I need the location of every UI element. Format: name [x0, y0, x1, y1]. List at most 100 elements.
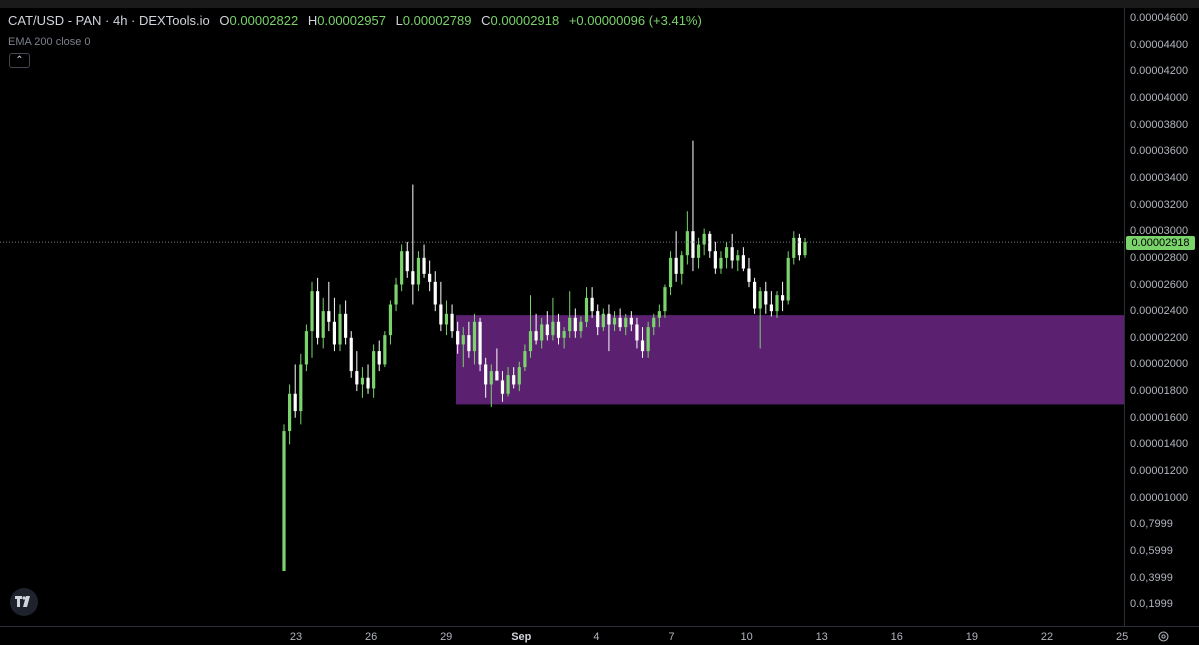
candle: [506, 367, 510, 397]
candle: [568, 291, 572, 338]
candle: [517, 361, 521, 392]
tradingview-logo-icon[interactable]: [10, 588, 38, 616]
price-tick-label: 0.00001600: [1130, 411, 1189, 424]
indicator-ema-label[interactable]: EMA 200 close 0: [8, 36, 91, 48]
candle: [534, 313, 538, 345]
symbol-legend[interactable]: CAT/USD - PAN · 4h · DEXTools.io O 0.0000…: [8, 13, 708, 28]
candle: [640, 327, 645, 358]
price-tick-label: 0.00001200: [1130, 465, 1189, 478]
candle: [702, 228, 706, 256]
candle: [478, 317, 482, 372]
candle: [327, 281, 331, 332]
price-tick-label: 0.0,1999: [1130, 598, 1173, 611]
candle: [696, 237, 701, 269]
time-tick-label: 16: [890, 631, 903, 643]
candle: [400, 244, 404, 292]
gear-icon[interactable]: [1157, 630, 1170, 643]
candle: [332, 297, 337, 352]
price-axis-divider: [1124, 8, 1125, 626]
candle: [388, 300, 393, 345]
price-tick-label: 0.00004000: [1130, 91, 1189, 104]
time-tick-label: Sep: [511, 631, 532, 643]
candle: [394, 277, 398, 312]
close-key: C: [481, 13, 491, 28]
time-tick-label: 4: [593, 631, 600, 643]
top-border: [0, 0, 1199, 8]
candle: [652, 313, 656, 336]
last-price-tag: 0.00002918: [1126, 236, 1195, 250]
time-tick-label: 19: [965, 631, 979, 643]
candle: [797, 233, 801, 261]
candle: [752, 277, 757, 314]
candle: [444, 300, 449, 336]
demand-zone[interactable]: [456, 315, 1124, 405]
candle: [646, 321, 650, 358]
price-tick-label: 0.0,7999: [1130, 518, 1173, 531]
price-tick-label: 0.00003400: [1130, 171, 1189, 184]
candle: [786, 251, 790, 305]
candle: [680, 251, 684, 285]
candle: [495, 348, 499, 381]
candle: [612, 311, 617, 332]
price-tick-label: 0.0,5999: [1130, 545, 1173, 557]
candle: [556, 313, 561, 345]
candle: [562, 327, 566, 349]
candle: [584, 287, 589, 328]
candle: [573, 308, 577, 338]
candle: [624, 313, 628, 336]
candle: [416, 251, 421, 292]
change-value: +0.00000096 (+3.41%): [568, 13, 702, 28]
candle: [618, 308, 622, 332]
candle: [663, 284, 667, 318]
open-key: O: [219, 13, 230, 28]
price-axis[interactable]: 0.00004600 0.00004400 0.00004200 0.00004000…: [1125, 8, 1199, 626]
time-tick-label: 23: [289, 631, 303, 643]
price-tick-label: 0.00004200: [1130, 65, 1189, 78]
candle: [775, 291, 779, 318]
candle: [405, 241, 409, 278]
candle: [489, 364, 493, 408]
candle: [282, 424, 286, 571]
candle: [411, 184, 415, 305]
time-axis[interactable]: 23 26 29 Sep 4 7 10 13 16 19 22 25: [0, 626, 1199, 645]
candle: [360, 367, 365, 398]
price-tick-label: 0.0,3999: [1130, 571, 1173, 584]
price-tick-label: 0.00001400: [1130, 438, 1189, 451]
high-key: H: [307, 13, 318, 28]
candle: [338, 304, 342, 352]
candle: [433, 271, 437, 312]
high-value: 0.00002957: [317, 13, 386, 28]
time-tick-label: 13: [815, 631, 828, 643]
price-chart[interactable]: [0, 8, 1124, 626]
candle: [635, 317, 639, 349]
price-tick-label: 0.00003200: [1130, 198, 1189, 211]
candle: [428, 260, 432, 292]
candle: [551, 297, 555, 341]
symbol-name[interactable]: CAT/USD - PAN · 4h · DEXTools.io: [8, 13, 210, 28]
candle: [668, 251, 673, 296]
collapse-legend-button[interactable]: ⌃: [9, 53, 30, 68]
candle: [523, 344, 527, 372]
price-tick-label: 0.00001000: [1130, 491, 1189, 504]
price-tick-label: 0.00003600: [1130, 145, 1189, 158]
price-tick-label: 0.00003000: [1130, 225, 1189, 238]
time-tick-label: 25: [1115, 631, 1129, 643]
candle: [500, 371, 505, 402]
price-tick-label: 0.00004600: [1130, 12, 1189, 24]
price-tick-label: 0.00002600: [1130, 278, 1189, 291]
candle: [310, 281, 314, 358]
chevron-up-icon: ⌃: [15, 55, 24, 66]
candle: [769, 291, 773, 317]
candle: [355, 351, 359, 392]
price-tick-label: 0.00004400: [1130, 38, 1189, 51]
candle: [629, 311, 633, 332]
price-tick-label: 0.00003800: [1130, 118, 1189, 131]
low-key: L: [395, 13, 403, 28]
price-tick-label: 0.00001800: [1130, 385, 1189, 398]
time-tick-label: 22: [1040, 631, 1054, 643]
time-tick-label: 26: [364, 631, 378, 643]
price-tick-label: 0.00002800: [1130, 251, 1189, 264]
candle: [472, 313, 477, 365]
candle: [764, 281, 768, 314]
candle: [366, 364, 370, 394]
